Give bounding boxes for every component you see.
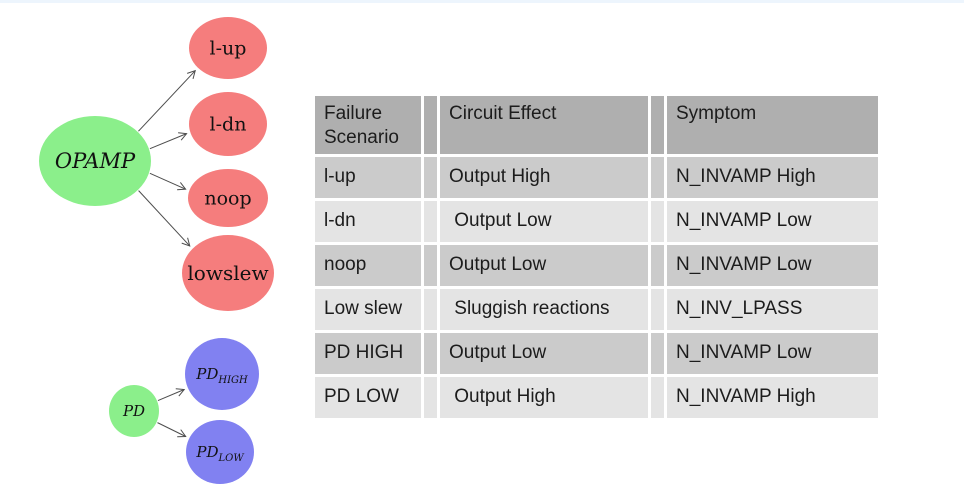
failure-table-body: l-up Output High N_INVAMP High l-dn Output … <box>315 156 878 418</box>
cell-failure-scenario: noop <box>315 244 421 286</box>
column-header-circuit-effect: Circuit Effect <box>440 96 648 154</box>
node-label-pd-low: PDLOW <box>195 443 244 464</box>
top-strip <box>0 0 964 3</box>
table-row: PD HIGH Output Low N_INVAMP Low <box>315 332 878 374</box>
node-label-l-dn: l-dn <box>210 113 247 135</box>
edge-arrow-opamp-to-l-up <box>138 69 196 132</box>
cell-failure-scenario: PD LOW <box>315 376 421 418</box>
cell-failure-scenario: l-up <box>315 156 421 198</box>
column-header-failure-scenario: Failure Scenario <box>315 96 421 154</box>
cell-spacer <box>424 200 437 242</box>
cell-symptom: N_INVAMP High <box>667 156 878 198</box>
edge-arrow-opamp-to-noop <box>149 172 187 191</box>
node-pd-high: PDHIGH <box>185 338 259 410</box>
node-shape-l-up <box>189 17 267 79</box>
fault-diagram: OPAMP l-up l-dn noop lowslew PD PDHIGH PDLOW <box>39 17 274 484</box>
cell-circuit-effect: Output Low <box>440 244 648 286</box>
edge-arrow-pd-to-pd-low <box>157 422 187 438</box>
node-l-up: l-up <box>189 17 267 79</box>
cell-spacer <box>651 332 664 374</box>
node-noop: noop <box>188 169 268 227</box>
cell-symptom: N_INVAMP Low <box>667 200 878 242</box>
node-shape-opamp <box>39 116 151 206</box>
cell-spacer <box>424 376 437 418</box>
node-shape-lowslew <box>182 235 274 311</box>
diagram-edges <box>138 69 196 438</box>
cell-symptom: N_INVAMP High <box>667 376 878 418</box>
cell-circuit-effect: Sluggish reactions <box>440 288 648 330</box>
table-row: PD LOW Output High N_INVAMP High <box>315 376 878 418</box>
node-lowslew: lowslew <box>182 235 274 311</box>
node-pd-low: PDLOW <box>186 420 254 484</box>
cell-spacer <box>424 156 437 198</box>
cell-circuit-effect: Output High <box>440 156 648 198</box>
cell-spacer <box>651 288 664 330</box>
cell-circuit-effect: Output Low <box>440 200 648 242</box>
table-header-row: Failure Scenario Circuit Effect Symptom <box>315 96 878 154</box>
table-row: Low slew Sluggish reactions N_INV_LPASS <box>315 288 878 330</box>
cell-spacer <box>424 332 437 374</box>
node-opamp: OPAMP <box>39 116 151 206</box>
cell-failure-scenario: PD HIGH <box>315 332 421 374</box>
node-shape-l-dn <box>189 92 267 156</box>
failure-table: Failure Scenario Circuit Effect Symptom l-… <box>312 93 881 421</box>
table-row: l-up Output High N_INVAMP High <box>315 156 878 198</box>
cell-spacer <box>424 244 437 286</box>
node-shape-pd <box>109 385 159 437</box>
table-row: noop Output Low N_INVAMP Low <box>315 244 878 286</box>
edge-arrow-pd-to-pd-high <box>157 388 186 401</box>
column-header-spacer <box>424 96 437 154</box>
node-shape-pd-low <box>186 420 254 484</box>
node-pd: PD <box>109 385 159 437</box>
cell-spacer <box>651 376 664 418</box>
cell-circuit-effect: Output Low <box>440 332 648 374</box>
edge-arrow-opamp-to-l-dn <box>149 132 188 150</box>
node-shape-noop <box>188 169 268 227</box>
cell-symptom: N_INVAMP Low <box>667 244 878 286</box>
node-label-noop: noop <box>204 187 251 209</box>
column-header-symptom: Symptom <box>667 96 878 154</box>
table-row: l-dn Output Low N_INVAMP Low <box>315 200 878 242</box>
cell-failure-scenario: l-dn <box>315 200 421 242</box>
node-label-pd-high: PDHIGH <box>195 365 248 386</box>
cell-symptom: N_INVAMP Low <box>667 332 878 374</box>
diagram-nodes: OPAMP l-up l-dn noop lowslew PD PDHIGH PDLOW <box>39 17 274 484</box>
node-l-dn: l-dn <box>189 92 267 156</box>
node-label-pd: PD <box>122 402 145 420</box>
node-label-lowslew: lowslew <box>187 261 268 285</box>
node-label-opamp: OPAMP <box>55 149 136 173</box>
cell-symptom: N_INV_LPASS <box>667 288 878 330</box>
cell-spacer <box>424 288 437 330</box>
cell-spacer <box>651 200 664 242</box>
node-shape-pd-high <box>185 338 259 410</box>
cell-spacer <box>651 244 664 286</box>
cell-circuit-effect: Output High <box>440 376 648 418</box>
node-label-l-up: l-up <box>210 37 247 59</box>
cell-spacer <box>651 156 664 198</box>
cell-failure-scenario: Low slew <box>315 288 421 330</box>
failure-table-header: Failure Scenario Circuit Effect Symptom <box>315 96 878 154</box>
edge-arrow-opamp-to-lowslew <box>138 190 191 247</box>
column-header-spacer <box>651 96 664 154</box>
